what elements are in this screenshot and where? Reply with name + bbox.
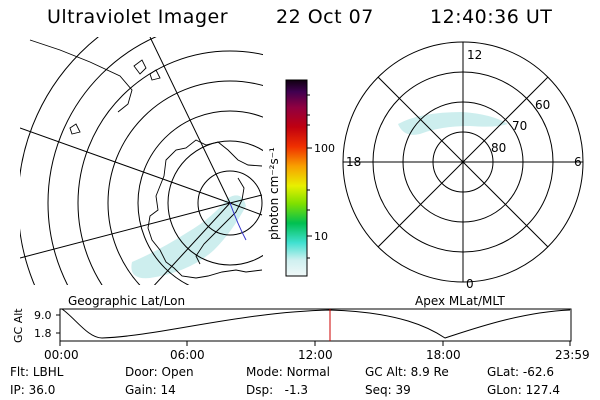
colorbar-tick-100: 100 bbox=[314, 142, 335, 155]
mlat-label-60: 60 bbox=[535, 98, 550, 112]
coastline-coast-inner bbox=[195, 177, 245, 265]
apex-panel-label: Apex MLat/MLT bbox=[415, 294, 505, 308]
terminator-arc bbox=[229, 202, 247, 241]
mlt-label-0: 0 bbox=[466, 277, 474, 291]
mlat-label-80: 80 bbox=[491, 141, 506, 155]
info-seq: Seq: 39 bbox=[365, 383, 411, 397]
mlt-label-12: 12 bbox=[467, 48, 482, 62]
info-mode: Mode: Normal bbox=[246, 365, 330, 379]
altitude-timeline: 9.0 1.8 GC Alt 00:00 06:00 12:00 18:00 2… bbox=[12, 308, 590, 362]
info-gc-alt: GC Alt: 8.9 Re bbox=[365, 365, 449, 379]
timeline-xtick-0000: 00:00 bbox=[44, 348, 79, 362]
info-gain: Gain: 14 bbox=[125, 383, 176, 397]
info-filter: Flt: LBHL bbox=[10, 365, 64, 379]
mlat-label-70: 70 bbox=[512, 119, 527, 133]
colorbar bbox=[285, 79, 308, 277]
info-dsp: Dsp: -1.3 bbox=[246, 383, 309, 397]
info-ip: IP: 36.0 bbox=[10, 383, 56, 397]
coastline-islands bbox=[69, 59, 161, 135]
mlt-label-6: 6 bbox=[574, 155, 582, 169]
timeline-xtick-2359: 23:59 bbox=[555, 348, 590, 362]
timeline-ytick-9: 9.0 bbox=[34, 309, 52, 322]
info-glon: GLon: 127.4 bbox=[487, 383, 560, 397]
image-time: 12:40:36 UT bbox=[430, 6, 553, 28]
info-door: Door: Open bbox=[125, 365, 194, 379]
timeline-xtick-0600: 06:00 bbox=[170, 348, 205, 362]
image-date: 22 Oct 07 bbox=[276, 6, 374, 28]
timeline-ytick-1.8: 1.8 bbox=[34, 327, 52, 340]
colorbar-tick-10: 10 bbox=[314, 230, 328, 243]
aurora-region-polar bbox=[398, 112, 508, 135]
timeline-xtick-1200: 12:00 bbox=[298, 348, 333, 362]
colorbar-ticks bbox=[307, 94, 312, 259]
timeline-axis-label: GC Alt bbox=[12, 308, 25, 343]
colorbar-unit-label: photon cm⁻²s⁻¹ bbox=[267, 147, 281, 240]
info-glat: GLat: -62.6 bbox=[487, 365, 554, 379]
polar-plot: 12 18 6 0 60 70 80 bbox=[342, 41, 584, 291]
timeline-xtick-1800: 18:00 bbox=[426, 348, 461, 362]
geographic-panel-label: Geographic Lat/Lon bbox=[68, 294, 186, 308]
altitude-curve bbox=[61, 308, 571, 339]
coastline-antarctica bbox=[147, 139, 263, 279]
instrument-title: Ultraviolet Imager bbox=[47, 6, 229, 28]
coastline-northwest bbox=[29, 39, 133, 113]
geographic-map bbox=[20, 37, 263, 285]
timeline-frame bbox=[59, 308, 572, 342]
aurora-region-geographic bbox=[131, 195, 246, 279]
mlt-label-18: 18 bbox=[346, 155, 361, 169]
